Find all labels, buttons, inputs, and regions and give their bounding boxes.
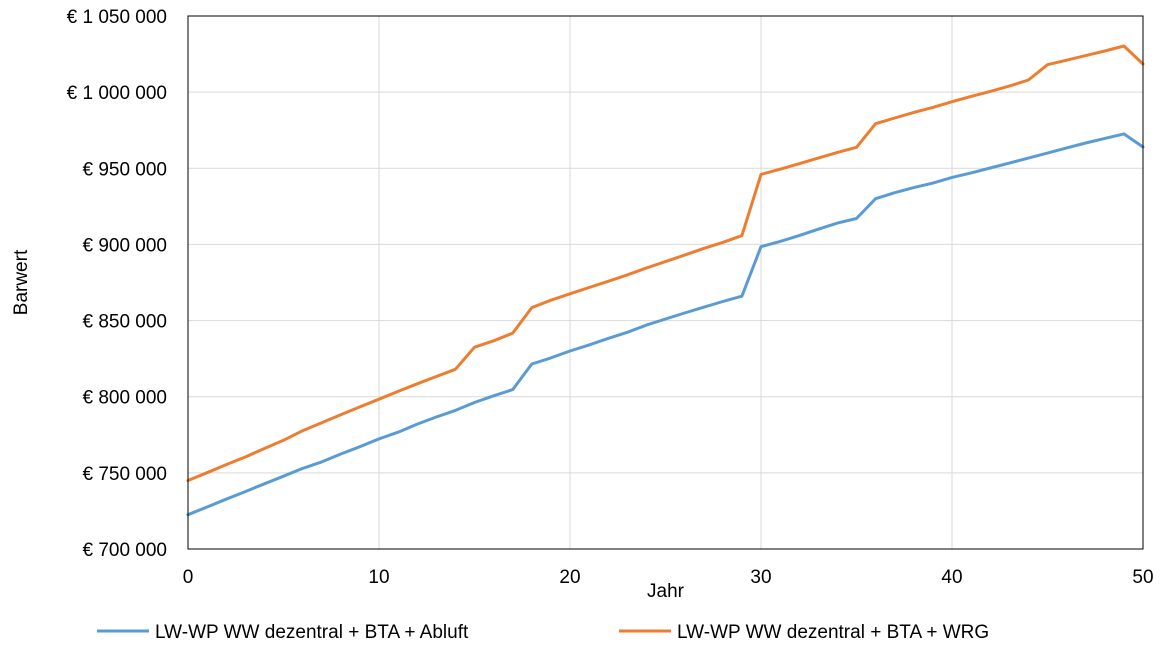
legend-label-2: LW-WP WW dezentral + BTA + WRG [677,622,989,643]
x-tick-label: 10 [368,567,389,588]
y-tick-label: € 1 000 000 [67,83,167,104]
plot-area-border [187,15,1144,550]
y-tick-label: € 800 000 [82,388,167,409]
y-tick-label: € 950 000 [82,159,167,180]
legend-label-1: LW-WP WW dezentral + BTA + Abluft [155,622,469,643]
x-axis-tick-labels: 0 10 20 30 40 50 [183,567,1154,588]
y-tick-label: € 750 000 [82,464,167,485]
y-tick-label: € 850 000 [82,312,167,333]
x-tick-label: 50 [1132,567,1153,588]
y-tick-label: € 900 000 [82,235,167,256]
series-line-2 [186,44,1145,482]
y-tick-label: € 1 050 000 [67,7,167,28]
y-axis-tick-labels: € 700 000 € 750 000 € 800 000 € 850 000 € 90… [67,7,167,561]
x-axis-title: Jahr [647,581,685,602]
x-tick-label: 30 [750,567,771,588]
series-line-1 [186,132,1145,517]
series-lines [186,44,1145,517]
x-tick-label: 0 [183,567,194,588]
y-axis-title: Barwert [11,249,32,315]
x-tick-label: 20 [559,567,580,588]
y-tick-label: € 700 000 [82,540,167,561]
x-tick-label: 40 [941,567,962,588]
legend: LW-WP WW dezentral + BTA + Abluft LW-WP W… [97,622,989,643]
